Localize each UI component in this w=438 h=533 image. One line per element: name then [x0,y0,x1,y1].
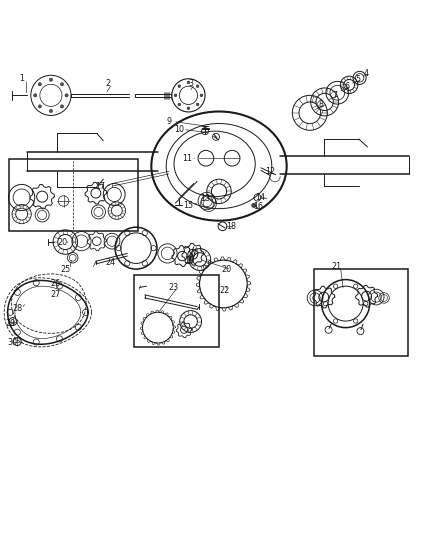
Text: 21: 21 [331,262,341,271]
Text: 29: 29 [5,319,15,328]
Text: 2: 2 [105,79,110,88]
Circle shape [60,83,64,86]
Text: 20: 20 [58,238,68,247]
Text: 6: 6 [344,82,350,91]
Text: 11: 11 [182,154,192,163]
Circle shape [178,85,180,87]
Circle shape [38,105,42,108]
Text: 10: 10 [174,125,184,134]
Circle shape [60,105,64,108]
Circle shape [174,94,177,96]
Text: 23: 23 [168,283,178,292]
Circle shape [196,103,199,106]
Circle shape [65,94,68,97]
Text: 30: 30 [8,338,18,347]
Text: 13: 13 [200,195,210,203]
Text: 16: 16 [253,202,263,211]
Text: 25: 25 [60,265,71,274]
Circle shape [187,107,190,110]
Text: 8: 8 [319,100,324,109]
Text: 20: 20 [222,265,232,274]
Text: 5: 5 [355,75,360,84]
Text: 28: 28 [12,304,22,313]
Circle shape [196,85,199,87]
Circle shape [252,203,256,207]
Text: 7: 7 [332,91,338,100]
Text: 27: 27 [50,290,60,299]
Circle shape [187,81,190,84]
Text: 17: 17 [95,182,105,191]
Text: 24: 24 [106,257,116,266]
Text: 9: 9 [166,117,171,126]
Text: 14: 14 [255,193,265,202]
Circle shape [178,103,180,106]
Bar [134,275,219,348]
Text: 4: 4 [364,69,369,78]
Bar [10,159,138,231]
Text: 19: 19 [184,256,194,265]
Circle shape [200,94,203,96]
Text: 15: 15 [184,201,194,210]
Text: 26: 26 [50,279,60,288]
Text: 22: 22 [219,286,230,295]
Text: 12: 12 [265,167,276,176]
Text: 1: 1 [19,74,24,83]
Circle shape [38,83,42,86]
Circle shape [34,94,37,97]
Circle shape [49,78,53,82]
Text: 3: 3 [188,79,193,88]
Circle shape [49,109,53,112]
Bar [314,269,408,356]
Text: 18: 18 [226,222,236,231]
